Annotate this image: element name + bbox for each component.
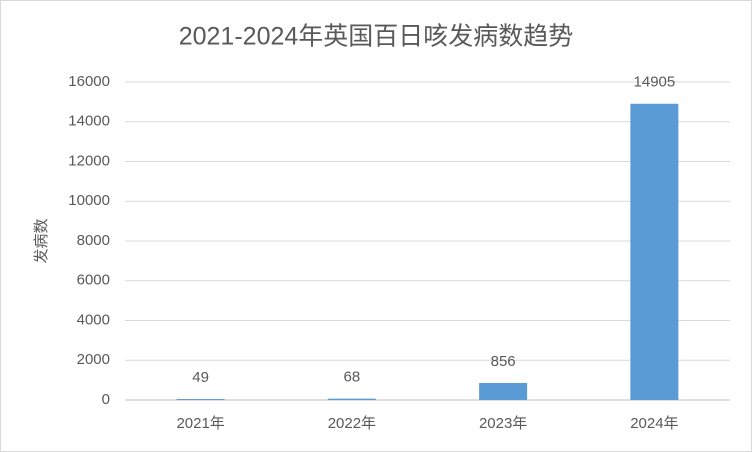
y-tick-label: 16000 — [68, 73, 110, 90]
y-tick-label: 10000 — [68, 192, 110, 209]
data-label: 49 — [192, 369, 209, 386]
y-tick-label: 14000 — [68, 113, 110, 130]
y-tick-label: 0 — [102, 391, 110, 408]
bar — [479, 382, 528, 400]
x-tick-label: 2024年 — [630, 415, 678, 432]
y-tick-label: 12000 — [68, 152, 110, 169]
bar — [327, 398, 376, 400]
data-label: 14905 — [634, 74, 676, 91]
x-tick-label: 2023年 — [479, 415, 527, 432]
y-axis-label: 发病数 — [33, 218, 50, 263]
bar — [176, 399, 225, 400]
chart-title: 2021-2024年英国百日咳发病数趋势 — [179, 23, 574, 51]
y-tick-label: 8000 — [77, 232, 110, 249]
x-tick-label: 2021年 — [176, 415, 224, 432]
y-tick-label: 6000 — [77, 272, 110, 289]
x-tick-label: 2022年 — [328, 415, 376, 432]
bar — [630, 103, 679, 400]
y-tick-label: 2000 — [77, 351, 110, 368]
data-label: 856 — [491, 353, 516, 370]
data-label: 68 — [344, 369, 361, 386]
y-tick-label: 4000 — [77, 311, 110, 328]
